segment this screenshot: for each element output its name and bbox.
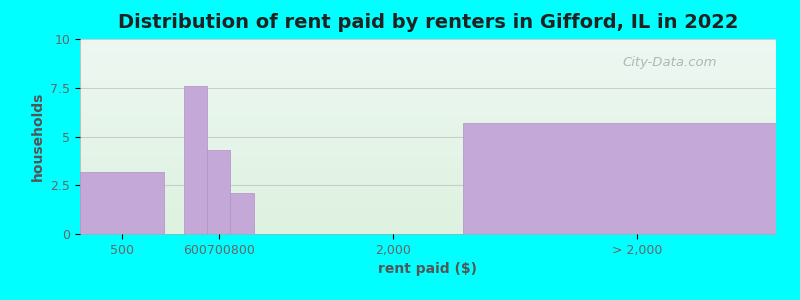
Bar: [207, 150, 230, 234]
Bar: [80, 172, 163, 234]
X-axis label: rent paid ($): rent paid ($): [378, 262, 478, 276]
Bar: [463, 123, 776, 234]
Bar: [184, 86, 207, 234]
Y-axis label: households: households: [30, 92, 45, 181]
Title: Distribution of rent paid by renters in Gifford, IL in 2022: Distribution of rent paid by renters in …: [118, 13, 738, 32]
Text: City-Data.com: City-Data.com: [623, 56, 718, 69]
Bar: [230, 193, 254, 234]
